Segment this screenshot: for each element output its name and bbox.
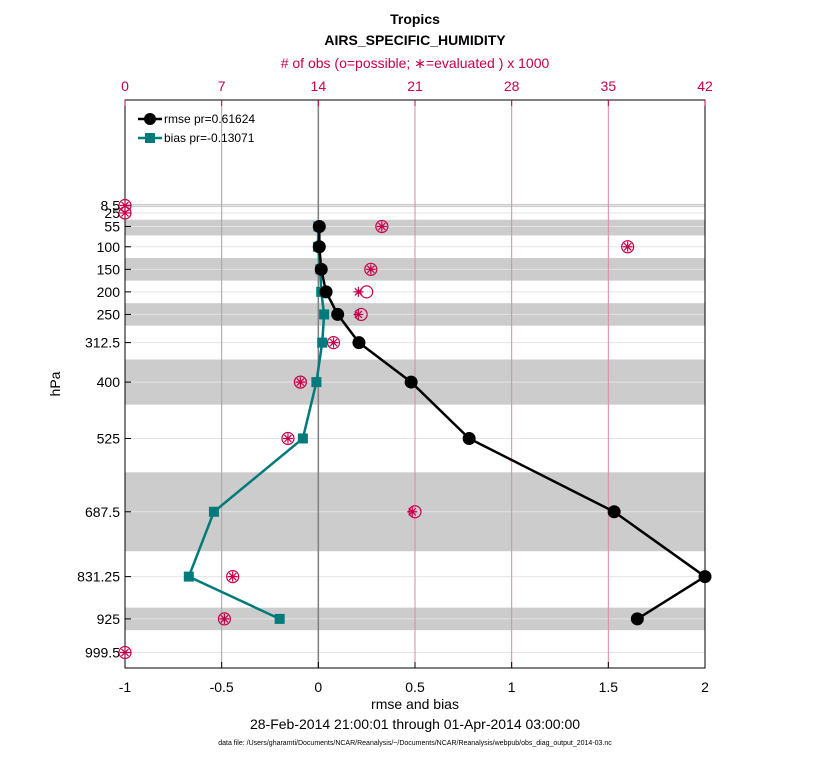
y-tick-label-10: 687.5 xyxy=(85,504,120,520)
legend: rmse pr=0.61624 bias pr=-0.13071 xyxy=(138,112,255,145)
y-tick-label-1: 25 xyxy=(104,205,120,221)
bias-point-6 xyxy=(311,377,322,388)
obs-evaluated-marker-4 xyxy=(365,264,376,275)
bias-point-9 xyxy=(183,571,194,582)
rmse-point-0 xyxy=(312,219,326,233)
y-tick-label-3: 100 xyxy=(97,239,121,255)
y-tick-label-5: 200 xyxy=(97,284,121,300)
x-tick-label-1: -0.5 xyxy=(210,679,234,695)
obs-evaluated-marker-12 xyxy=(219,613,230,624)
obs-possible-marker-3 xyxy=(621,240,635,254)
top-tick-label-1: 7 xyxy=(218,78,226,94)
obs-evaluated-marker-10 xyxy=(407,506,418,517)
x-tick-label-5: 1.5 xyxy=(599,679,619,695)
obs-evaluated-marker-1 xyxy=(120,207,130,218)
data-file-footnote: data file: /Users/gharamti/Documents/NCA… xyxy=(218,740,612,747)
rmse-point-2 xyxy=(314,262,328,276)
rmse-point-1 xyxy=(312,240,326,254)
rmse-point-10 xyxy=(630,612,644,626)
x-tick-label-4: 1 xyxy=(508,679,516,695)
obs-markers xyxy=(118,198,635,660)
obs-possible-marker-13 xyxy=(118,645,132,660)
y-tick-label-6: 250 xyxy=(97,306,121,322)
legend-rmse-label: rmse pr=0.61624 xyxy=(164,112,255,126)
obs-possible-marker-12 xyxy=(217,612,232,626)
rmse-point-7 xyxy=(462,431,476,445)
top-tick-label-0: 0 xyxy=(121,78,129,94)
date-range: 28-Feb-2014 21:00:01 through 01-Apr-2014… xyxy=(250,716,580,732)
obs-possible-marker-9 xyxy=(281,431,295,446)
obs-evaluated-marker-11 xyxy=(227,571,238,582)
obs-evaluated-marker-9 xyxy=(282,433,293,444)
obs-evaluated-marker-2 xyxy=(376,221,387,232)
top-tick-label-3: 21 xyxy=(407,78,423,94)
y-tick-label-9: 525 xyxy=(97,430,121,446)
bias-point-10 xyxy=(274,613,285,624)
obs-possible-marker-2 xyxy=(375,219,389,234)
obs-evaluated-marker-7 xyxy=(328,337,339,348)
obs-evaluated-marker-13 xyxy=(120,647,130,658)
rmse-point-8 xyxy=(607,505,621,519)
obs-evaluated-marker-5 xyxy=(353,286,364,297)
chart-subtitle: AIRS_SPECIFIC_HUMIDITY xyxy=(324,32,506,48)
y-tick-label-12: 925 xyxy=(97,611,121,627)
chart-title: Tropics xyxy=(390,11,440,27)
legend-rmse-marker xyxy=(144,113,156,125)
top-axis-label: # of obs (o=possible; ∗=evaluated ) x 10… xyxy=(281,55,550,71)
top-tick-label-5: 35 xyxy=(601,78,617,94)
y-tick-label-11: 831.25 xyxy=(77,569,120,585)
series-rmse xyxy=(312,219,712,626)
obs-possible-marker-7 xyxy=(326,336,341,350)
top-axis-ticks: 0 7 14 21 28 35 42 xyxy=(121,78,713,106)
bias-point-8 xyxy=(208,506,219,517)
obs-evaluated-marker-3 xyxy=(622,241,633,252)
bias-point-7 xyxy=(297,433,308,444)
top-tick-label-4: 28 xyxy=(504,78,520,94)
obs-possible-marker-11 xyxy=(226,570,240,584)
y-tick-label-8: 400 xyxy=(97,374,121,390)
rmse-point-9 xyxy=(698,570,712,584)
rmse-point-6 xyxy=(404,375,418,389)
x-tick-label-2: 0 xyxy=(314,679,322,695)
rmse-point-4 xyxy=(331,307,345,321)
bias-point-5 xyxy=(317,337,328,348)
y-tick-label-13: 999.5 xyxy=(85,645,120,661)
top-tick-label-6: 42 xyxy=(697,78,713,94)
x-axis-label: rmse and bias xyxy=(371,696,459,712)
y-tick-label-4: 150 xyxy=(97,261,121,277)
obs-evaluated-marker-8 xyxy=(295,377,306,388)
obs-possible-marker-4 xyxy=(364,262,378,276)
y-tick-label-7: 312.5 xyxy=(85,335,120,351)
legend-bias-marker xyxy=(145,133,155,143)
x-tick-label-3: 0.5 xyxy=(405,679,425,695)
bottom-axis-ticks: -1 -0.5 0 0.5 1 1.5 2 xyxy=(119,662,709,695)
x-tick-label-0: -1 xyxy=(119,679,132,695)
obs-evaluated-marker-0 xyxy=(120,200,130,211)
y-tick-label-2: 55 xyxy=(104,218,120,234)
x-tick-label-6: 2 xyxy=(701,679,709,695)
y-axis-label: hPa xyxy=(47,371,63,396)
rmse-point-3 xyxy=(319,285,333,299)
obs-possible-marker-8 xyxy=(293,375,307,389)
top-tick-label-2: 14 xyxy=(311,78,327,94)
legend-bias-label: bias pr=-0.13071 xyxy=(164,131,255,145)
bias-point-4 xyxy=(319,309,330,320)
y-tick-label-0: 8.5 xyxy=(101,198,121,214)
rmse-point-5 xyxy=(352,336,366,350)
obs-evaluated-marker-6 xyxy=(353,309,364,320)
